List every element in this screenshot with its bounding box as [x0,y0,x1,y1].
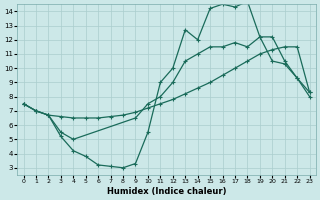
X-axis label: Humidex (Indice chaleur): Humidex (Indice chaleur) [107,187,226,196]
